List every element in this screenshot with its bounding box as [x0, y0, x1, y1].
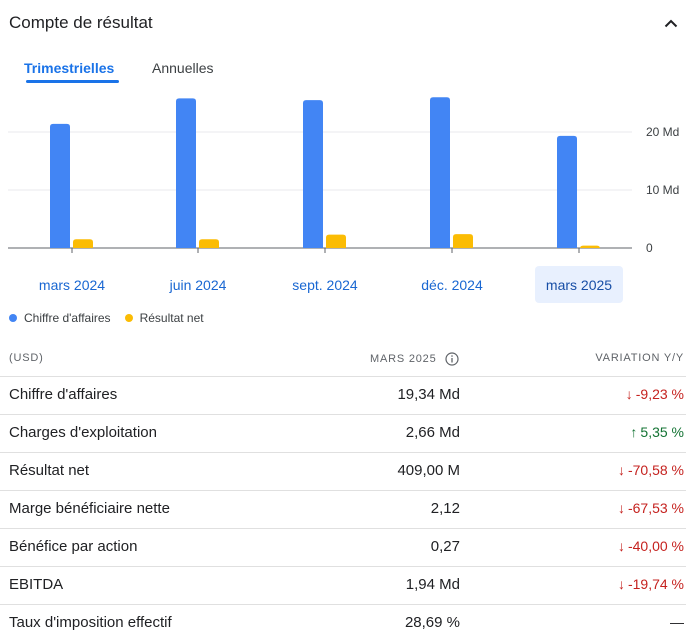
row-value: 28,69 % [404, 614, 460, 631]
row-variation-value: -70,58 % [627, 462, 684, 478]
row-value: 1,94 Md [405, 576, 460, 593]
legend-label-net-income: Résultat net [139, 311, 204, 325]
period-label[interactable]: mars 2024 [38, 276, 106, 293]
table-header: (USD) MARS 2025 VARIATION Y/Y [0, 340, 686, 377]
row-variation-value: 5,35 % [640, 424, 684, 440]
row-variation: ↓ -40,00 % [618, 538, 684, 554]
row-value: 2,66 Md [405, 424, 460, 441]
row-value: 409,00 M [397, 462, 460, 479]
arrow-down-icon: ↓ [617, 500, 625, 516]
row-label: Charges d'exploitation [9, 424, 157, 441]
arrow-up-icon: ↑ [630, 424, 638, 440]
bar-revenue[interactable] [303, 100, 323, 248]
collapse-button[interactable] [659, 12, 683, 36]
row-variation: ↓ -9,23 % [626, 386, 684, 402]
currency-header: (USD) [9, 352, 44, 364]
bar-net-income[interactable] [199, 239, 219, 248]
legend-item-revenue: Chiffre d'affaires [9, 311, 111, 325]
legend-dot-revenue [9, 314, 17, 322]
row-variation: ↓ -70,58 % [618, 462, 684, 478]
variation-header: VARIATION Y/Y [595, 352, 684, 364]
row-variation: ↑ 5,35 % [630, 424, 684, 440]
bar-revenue[interactable] [430, 97, 450, 248]
row-label: Marge bénéficiaire nette [9, 500, 170, 517]
table-row: Marge bénéficiaire nette 2,12 ↓ -67,53 % [0, 491, 686, 529]
period-header-label: MARS 2025 [370, 353, 437, 365]
bar-revenue[interactable] [557, 135, 577, 248]
section-title: Compte de résultat [9, 13, 153, 32]
y-tick-label: 0 [646, 241, 653, 255]
arrow-down-icon: ↓ [617, 538, 625, 554]
table-row: Résultat net 409,00 M ↓ -70,58 % [0, 453, 686, 491]
arrow-down-icon: ↓ [625, 386, 633, 402]
row-label: Bénéfice par action [9, 538, 138, 555]
row-value: 0,27 [430, 538, 460, 555]
legend-item-net-income: Résultat net [124, 311, 204, 325]
arrow-down-icon: ↓ [617, 576, 625, 592]
table-row: Bénéfice par action 0,27 ↓ -40,00 % [0, 529, 686, 567]
row-variation-value: -19,74 % [627, 576, 684, 592]
period-label[interactable]: mars 2025 [535, 266, 623, 303]
period-label[interactable]: juin 2024 [169, 276, 227, 293]
row-variation-value: — [670, 614, 684, 630]
bar-net-income[interactable] [326, 234, 346, 248]
row-variation: ↓ -19,74 % [618, 576, 684, 592]
row-label: EBITDA [9, 576, 64, 593]
row-value: 2,12 [430, 500, 460, 517]
table-row: Chiffre d'affaires 19,34 Md ↓ -9,23 % [0, 377, 686, 415]
legend-dot-net-income [124, 314, 133, 322]
period-header: MARS 2025 [370, 352, 459, 366]
row-variation: — [670, 614, 684, 630]
row-variation-value: -67,53 % [627, 500, 684, 516]
bar-net-income[interactable] [580, 245, 600, 249]
legend-label-revenue: Chiffre d'affaires [24, 311, 111, 325]
bar-net-income[interactable] [73, 239, 93, 248]
tab-annual[interactable]: Annuelles [152, 60, 214, 76]
bar-revenue[interactable] [176, 98, 196, 248]
section-header: Compte de résultat [9, 12, 689, 36]
active-tab-indicator [26, 80, 119, 83]
table-row: Charges d'exploitation 2,66 Md ↑ 5,35 % [0, 415, 686, 453]
chart-legend: Chiffre d'affaires Résultat net [9, 310, 218, 326]
period-label[interactable]: sept. 2024 [292, 276, 358, 293]
y-tick-label: 20 Md [646, 125, 679, 139]
row-label: Taux d'imposition effectif [9, 614, 172, 631]
row-label: Résultat net [9, 462, 90, 479]
table-row: Taux d'imposition effectif 28,69 % — [0, 605, 686, 643]
info-icon[interactable] [444, 352, 459, 366]
arrow-down-icon: ↓ [617, 462, 625, 478]
row-label: Chiffre d'affaires [9, 386, 118, 403]
y-tick-label: 10 Md [646, 183, 679, 197]
row-variation-value: -9,23 % [635, 386, 684, 402]
period-label[interactable]: déc. 2024 [421, 276, 483, 293]
chevron-up-icon [664, 19, 678, 28]
table-body: Chiffre d'affaires 19,34 Md ↓ -9,23 % Charge… [0, 377, 697, 643]
row-variation: ↓ -67,53 % [618, 500, 684, 516]
table-row: EBITDA 1,94 Md ↓ -19,74 % [0, 567, 686, 605]
bar-revenue[interactable] [50, 123, 70, 248]
revenue-chart: 0 10 Md 20 Md [8, 97, 679, 255]
bar-net-income[interactable] [453, 234, 473, 248]
row-variation-value: -40,00 % [627, 538, 684, 554]
income-table: (USD) MARS 2025 VARIATION Y/Y Chiffre d'… [0, 340, 697, 643]
tab-quarterly[interactable]: Trimestrielles [24, 60, 115, 76]
row-value: 19,34 Md [397, 386, 460, 403]
